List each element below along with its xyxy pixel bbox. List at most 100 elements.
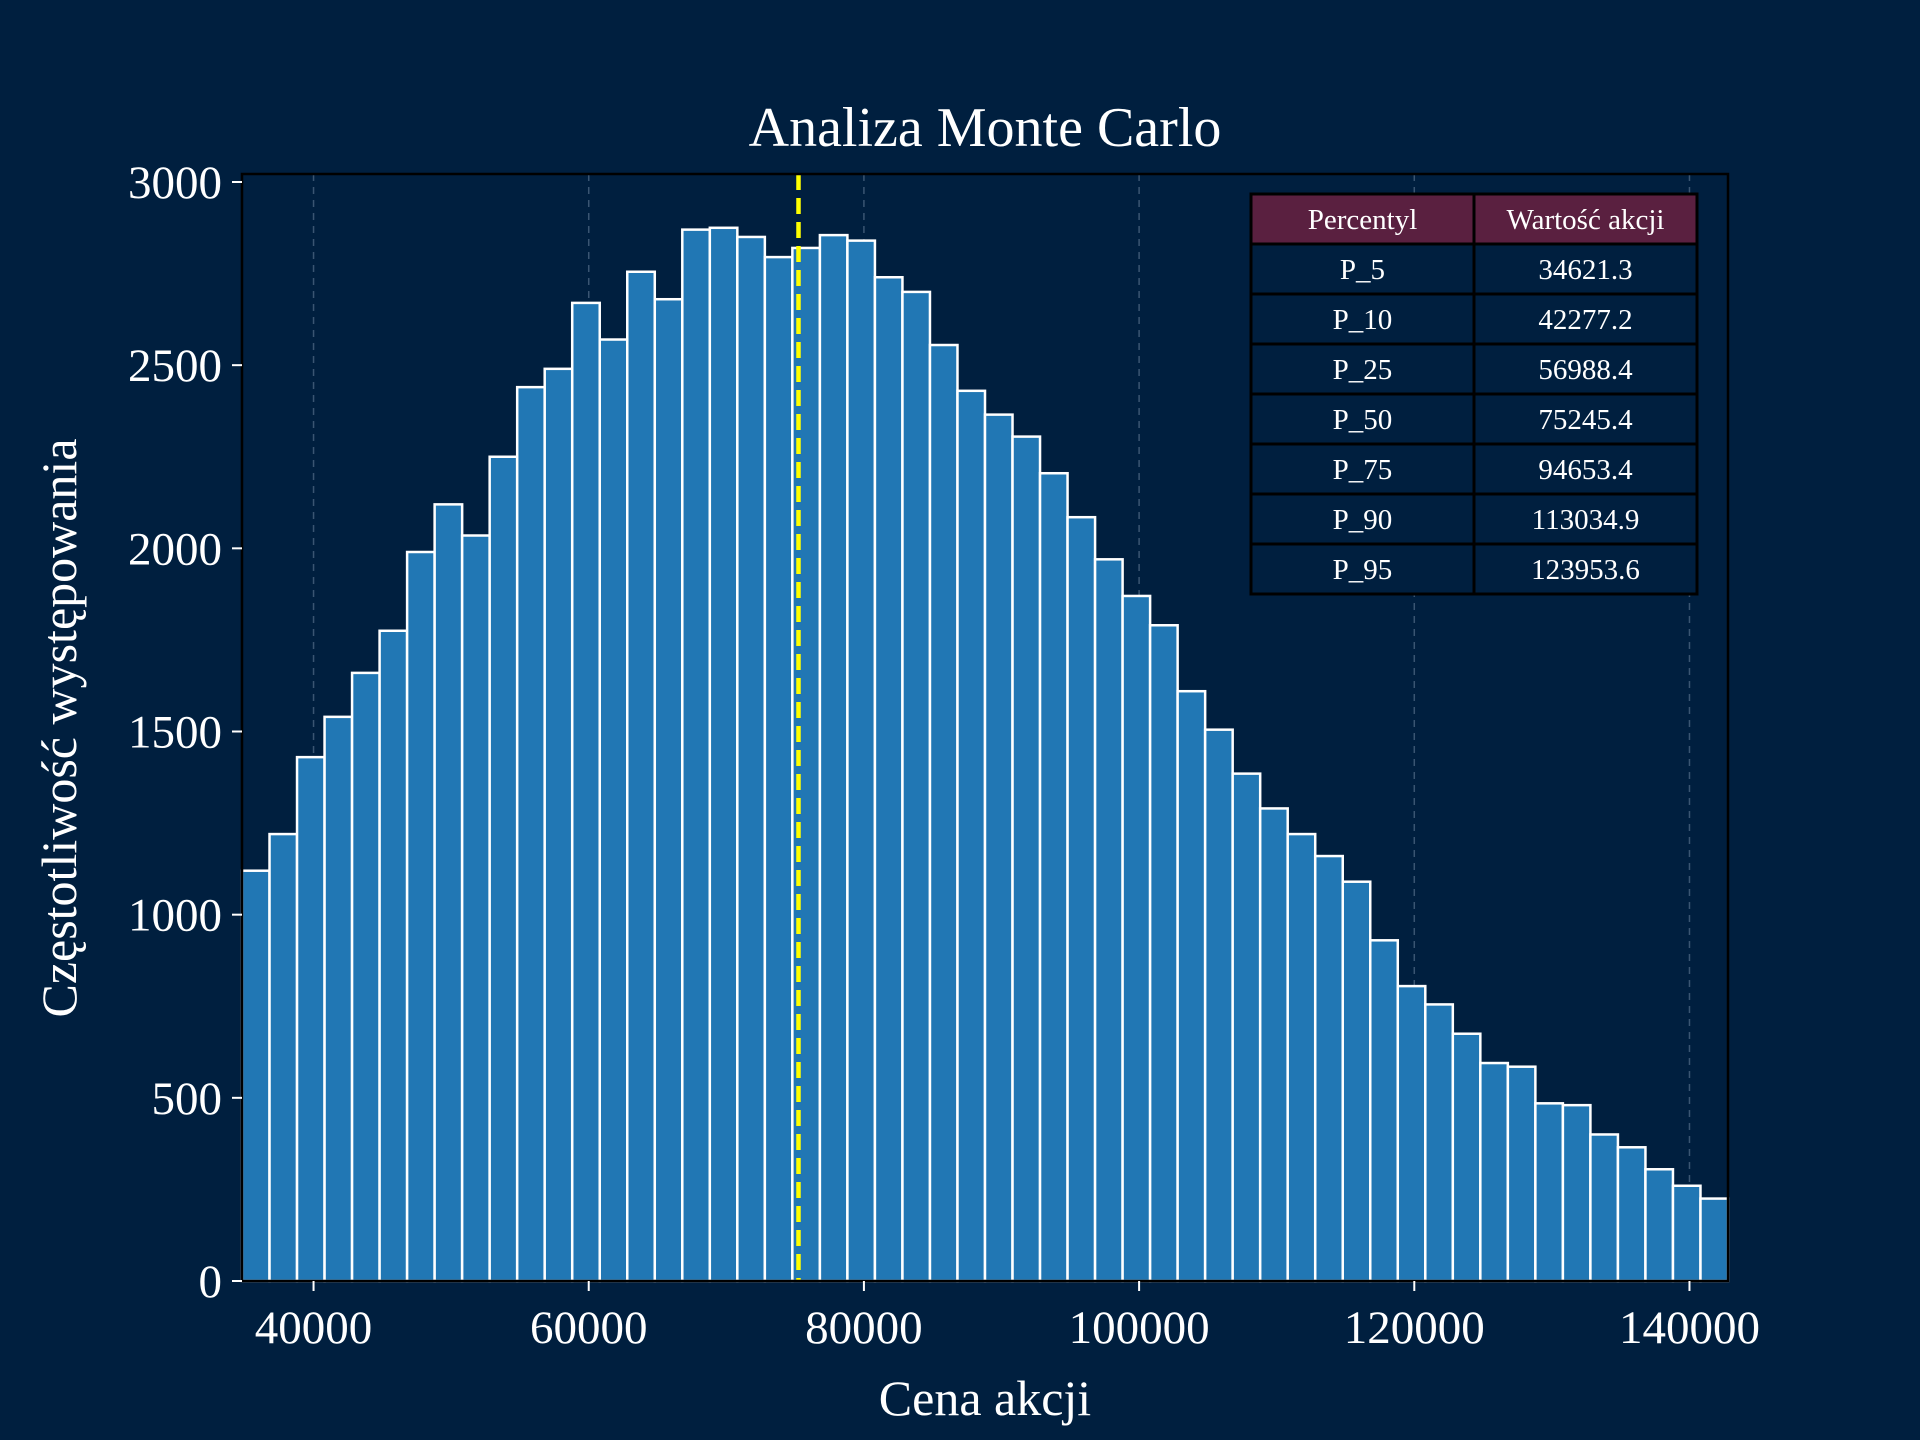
- table-cell: [1472, 242, 1699, 296]
- table-cell: [1249, 492, 1476, 546]
- y-tick-label: 1000: [128, 890, 222, 942]
- table-cell-label: P_5: [1340, 254, 1385, 286]
- table-cell: [1472, 292, 1699, 346]
- histogram-bar: [681, 228, 712, 1283]
- histogram-bar: [1506, 1065, 1537, 1283]
- table-cell-label: P_25: [1333, 354, 1393, 386]
- histogram-bar: [268, 832, 299, 1283]
- table-header-cell: [1472, 192, 1699, 246]
- histogram-bar: [543, 367, 574, 1283]
- x-tick-label: 140000: [1619, 1302, 1760, 1354]
- histogram-bars: [240, 226, 1730, 1283]
- histogram-bar: [1286, 832, 1317, 1283]
- histogram-bar: [1093, 558, 1124, 1283]
- percentile-table: Percentyl Wartość akcji P_5 34621.3 P_10 4227…: [1249, 192, 1699, 596]
- histogram-bar: [1313, 854, 1344, 1283]
- histogram-bar: [1258, 807, 1289, 1283]
- histogram-bar: [1424, 1003, 1455, 1283]
- table-header-cell: [1249, 192, 1476, 246]
- histogram-bar: [901, 290, 932, 1283]
- table-cell: [1472, 392, 1699, 446]
- y-tick-label: 3000: [128, 157, 222, 209]
- histogram-bar: [240, 869, 271, 1283]
- y-tick-label: 0: [199, 1256, 223, 1308]
- table-cell: [1472, 492, 1699, 546]
- histogram-bar: [1589, 1133, 1620, 1283]
- histogram-bar: [653, 297, 684, 1283]
- histogram-bar: [626, 270, 657, 1283]
- histogram-bar: [1203, 728, 1234, 1283]
- y-tick-label: 2500: [128, 340, 222, 392]
- histogram-bar: [763, 255, 794, 1283]
- histogram-bar: [598, 338, 629, 1283]
- histogram-bar: [405, 550, 436, 1283]
- table-cell-label: P_50: [1333, 404, 1393, 436]
- histogram-bar: [1369, 939, 1400, 1283]
- histogram-bar: [1479, 1061, 1510, 1283]
- histogram-bar: [1148, 624, 1179, 1283]
- x-axis-label: Cena akcji: [879, 1370, 1091, 1426]
- histogram-bar: [1671, 1184, 1702, 1283]
- histogram-bar: [1066, 515, 1097, 1283]
- table-cell: [1249, 542, 1476, 596]
- histogram-bar: [846, 239, 877, 1283]
- histogram-bar: [708, 226, 739, 1283]
- histogram-bar: [295, 755, 326, 1283]
- y-tick-label: 2000: [128, 523, 222, 575]
- x-tick-label: 40000: [255, 1302, 373, 1354]
- histogram-bar: [956, 389, 987, 1283]
- table-cell-value: 75245.4: [1538, 404, 1633, 436]
- histogram-bar: [460, 534, 491, 1283]
- table-cell-value: 42277.2: [1538, 304, 1632, 336]
- histogram-bar: [1396, 984, 1427, 1283]
- table-cell-value: 34621.3: [1538, 254, 1632, 286]
- x-tick-label: 120000: [1344, 1302, 1485, 1354]
- y-tick-label: 1500: [128, 707, 222, 759]
- histogram-bar: [1644, 1168, 1675, 1283]
- y-axis-label: Częstotliwość występowania: [31, 438, 87, 1017]
- histogram-bar: [1038, 471, 1069, 1283]
- histogram-bar: [488, 455, 519, 1283]
- histogram-bar: [1534, 1102, 1565, 1283]
- histogram-bar: [1616, 1146, 1647, 1283]
- histogram-bar: [378, 629, 409, 1283]
- histogram-bar: [1011, 435, 1042, 1283]
- table-cell-value: 94653.4: [1538, 454, 1633, 486]
- histogram-bar: [818, 233, 849, 1283]
- histogram-bar: [873, 275, 904, 1283]
- plot-frame: [240, 172, 1730, 1283]
- x-tick-label: 100000: [1069, 1302, 1210, 1354]
- histogram-bar: [323, 715, 354, 1283]
- table-cell-value: 56988.4: [1538, 354, 1633, 386]
- table-cell: [1249, 442, 1476, 496]
- histogram-bar: [570, 301, 601, 1283]
- table-header-label: Percentyl: [1308, 204, 1418, 236]
- table-cell: [1249, 342, 1476, 396]
- chart-title: Analiza Monte Carlo: [749, 97, 1222, 159]
- histogram-bar: [1176, 689, 1207, 1283]
- histogram-bar: [1341, 880, 1372, 1283]
- table-cell-value: 123953.6: [1531, 554, 1640, 586]
- histogram-bar: [1121, 594, 1152, 1283]
- table-cell-label: P_10: [1333, 304, 1393, 336]
- table-cell-label: P_75: [1333, 454, 1393, 486]
- histogram-bar: [983, 413, 1014, 1283]
- histogram-bar: [1451, 1032, 1482, 1283]
- histogram-bar: [1231, 772, 1262, 1283]
- y-axis-ticks: 0 500 1000 1500 2000 2500 3000: [128, 157, 242, 1308]
- x-tick-label: 80000: [805, 1302, 923, 1354]
- y-tick-label: 500: [152, 1073, 223, 1125]
- table-cell-label: P_95: [1333, 554, 1393, 586]
- histogram-bar: [515, 385, 546, 1283]
- table-cell-value: 113034.9: [1532, 504, 1640, 536]
- table-cell: [1472, 542, 1699, 596]
- x-axis-ticks: 40000 60000 80000 100000 120000 140000: [255, 1281, 1760, 1354]
- histogram-bar: [350, 671, 381, 1283]
- table-cell: [1472, 342, 1699, 396]
- x-tick-label: 60000: [530, 1302, 648, 1354]
- histogram-bar: [736, 235, 767, 1283]
- histogram-bar: [928, 343, 959, 1283]
- histogram-bar: [1699, 1197, 1730, 1283]
- histogram-bar: [1561, 1103, 1592, 1283]
